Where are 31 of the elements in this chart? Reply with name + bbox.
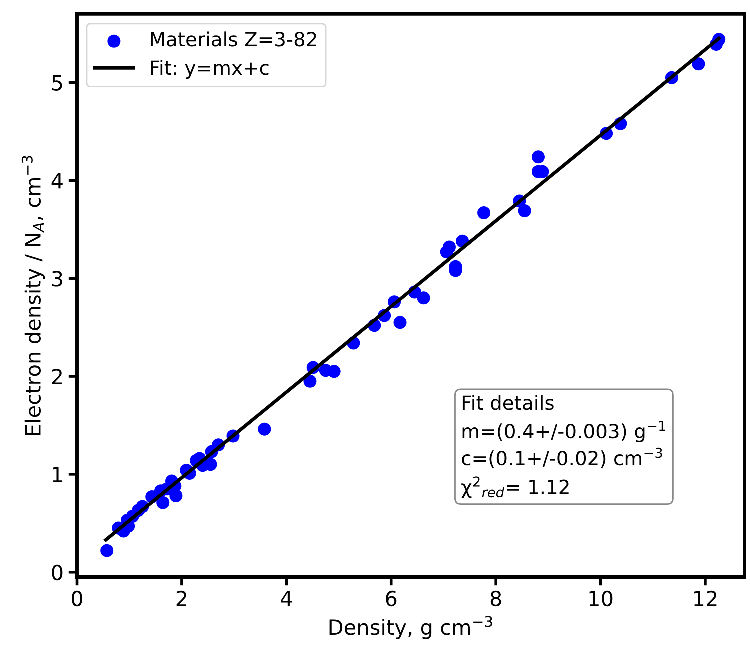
point [417, 292, 430, 305]
point [692, 58, 706, 71]
y-tick-label: 3 [52, 271, 62, 287]
x-axis-title: Density, g cm$^{−3}$ [330, 616, 492, 640]
y-tick-label: 0 [52, 564, 63, 581]
point [258, 422, 272, 436]
point [204, 458, 218, 472]
y-tick-label: 1 [53, 467, 62, 482]
point [100, 544, 114, 558]
x-tick-label: 4 [281, 591, 292, 606]
y-axis-title: Electron density / N$_{A}$, cm$^{−3}$ [22, 156, 46, 436]
point [156, 496, 170, 510]
x-tick-label: 8 [490, 590, 502, 607]
legend-label: Fit: y=mx+c [151, 60, 269, 80]
y-tick-label: 4 [52, 173, 63, 189]
x-tick-label: 12 [694, 590, 717, 606]
point [478, 206, 491, 220]
x-tick-label: 6 [386, 590, 397, 607]
y-tick-label: 5 [52, 75, 62, 91]
x-tick-label: 2 [176, 590, 186, 606]
point [442, 240, 456, 254]
point [304, 374, 317, 388]
point [518, 204, 532, 218]
point [532, 150, 545, 164]
point [328, 365, 341, 378]
text: Fit details m=(0.4+/-0.003) g$^{−1}$ c=(0.1+/-0.02) cm$^{−3}$ χ$^{2}$$_{red}$= 1.12 [462, 395, 666, 498]
point [394, 316, 407, 330]
x-tick-label: 10 [590, 590, 613, 607]
y-tick-label: 2 [52, 368, 62, 384]
legend-label: Materials Z=3-82 [151, 32, 316, 47]
x-tick-label: 0 [72, 590, 82, 607]
